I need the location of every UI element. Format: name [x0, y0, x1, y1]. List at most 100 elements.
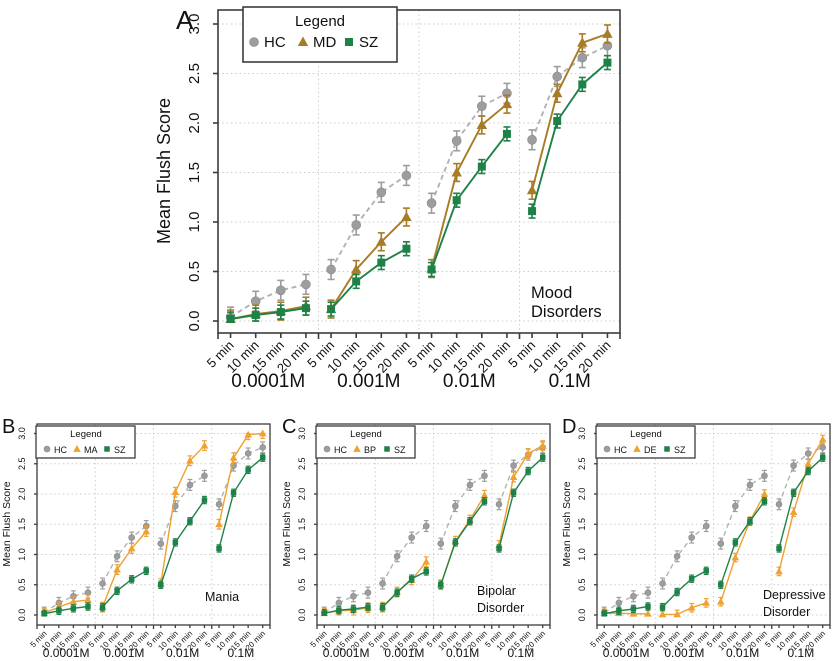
data-point-square [539, 454, 546, 461]
series-line [430, 103, 508, 269]
data-point-triangle [84, 595, 92, 603]
data-point-square [452, 539, 459, 546]
y-tick-label: 3.0 [17, 427, 27, 440]
data-point-circle [250, 296, 261, 307]
legend-label-bp: BP [364, 445, 376, 455]
data-point-triangle [353, 445, 361, 452]
data-point-triangle [244, 430, 252, 438]
data-point-square [664, 446, 670, 452]
y-tick-label: 2.5 [297, 457, 307, 470]
series-line [720, 500, 766, 586]
data-point-triangle [658, 610, 667, 618]
legend-title: Legend [350, 429, 382, 440]
data-point-square [99, 604, 106, 610]
data-point-square [104, 446, 110, 452]
concentration-label: 0.1M [228, 646, 255, 660]
y-tick-label: 0.5 [17, 578, 27, 591]
legend-box [595, 425, 696, 459]
data-point-square [327, 305, 336, 314]
legend-title: Legend [630, 429, 662, 440]
data-point-square [630, 606, 637, 612]
data-point-square [427, 265, 436, 274]
data-point-square [276, 308, 285, 317]
data-point-triangle [171, 488, 180, 496]
concentration-label: 0.01M [443, 371, 496, 392]
data-point-triangle [524, 449, 532, 457]
data-point-triangle [401, 211, 412, 222]
data-point-square [732, 539, 739, 546]
data-point-square [553, 117, 562, 126]
y-tick-label: 1.5 [186, 162, 203, 183]
y-axis: 0.0 0.5 1.0 1.5 2.0 2.5 3.0 [577, 427, 597, 621]
data-point-circle [552, 71, 562, 82]
series-line [498, 444, 544, 546]
series-line [160, 499, 206, 586]
series-line [778, 439, 824, 572]
series-line [44, 599, 89, 614]
series-line [661, 570, 707, 608]
data-point-square [114, 588, 120, 594]
legend-title: Legend [70, 429, 102, 440]
data-point-circle [688, 534, 695, 541]
data-point-circle [201, 472, 208, 480]
data-point-triangle [376, 236, 387, 246]
series-line [720, 493, 766, 602]
legend-box [315, 425, 416, 459]
data-point-triangle [633, 445, 641, 452]
data-point-square [85, 603, 91, 610]
data-point-triangle [702, 598, 711, 606]
y-tick-label: 3.0 [186, 14, 203, 35]
y-axis-title: Mean Flush Score [154, 98, 174, 244]
data-point-circle [495, 500, 503, 508]
y-axis: 0.0 0.5 1.0 1.5 2.0 2.5 3.0 [297, 427, 317, 621]
data-point-square [819, 454, 826, 461]
data-point-triangle [818, 435, 827, 443]
y-axis: 0.0 0.5 1.0 1.5 2.0 2.5 3.0 [186, 14, 218, 331]
series-line [218, 457, 264, 549]
series-line [430, 92, 508, 204]
data-point-circle [673, 553, 681, 560]
series-line [330, 247, 407, 310]
data-point-square [321, 610, 328, 616]
data-point-triangle [501, 98, 513, 109]
series-line [430, 133, 508, 270]
y-tick-label: 0.0 [577, 609, 587, 622]
series-line [218, 432, 263, 525]
data-point-triangle [731, 553, 740, 561]
data-point-circle [644, 589, 652, 596]
series-line [661, 525, 707, 584]
data-point-circle [510, 462, 517, 469]
y-axis-title: Mean Flush Score [281, 481, 293, 566]
data-point-triangle [215, 520, 223, 528]
data-point-circle [577, 52, 588, 63]
data-point-square [502, 129, 511, 138]
panel-a-chart: 0.0 0.5 1.0 1.5 2.0 2.5 3.0 Mean Flush Score 5 m… [154, 5, 621, 392]
legend-label-md: MD [313, 34, 336, 51]
data-point-triangle [789, 508, 798, 516]
data-point-triangle [673, 610, 681, 618]
series-sz [321, 453, 546, 616]
data-point-circle [481, 472, 488, 480]
data-point-square [481, 498, 488, 505]
data-point-circle [426, 198, 437, 208]
data-point-circle [437, 540, 445, 547]
data-point-circle [451, 136, 462, 146]
data-point-circle [301, 279, 311, 290]
legend-label-sz: SZ [114, 445, 126, 455]
concentration-label: 0.0001M [323, 646, 370, 660]
legend-box [242, 6, 398, 63]
annotation-d: Depressive [763, 588, 826, 602]
series-line [662, 602, 707, 616]
data-point-square [226, 315, 235, 324]
y-tick-label: 2.5 [577, 457, 587, 470]
series-line [531, 44, 608, 141]
data-point-circle [466, 481, 474, 489]
data-point-square [384, 446, 390, 452]
data-point-triangle [526, 184, 538, 195]
data-point-square [336, 607, 342, 613]
y-tick-label: 1.0 [17, 548, 27, 561]
data-point-triangle [804, 459, 812, 467]
data-point-square [790, 490, 797, 496]
data-point-square [245, 467, 251, 473]
